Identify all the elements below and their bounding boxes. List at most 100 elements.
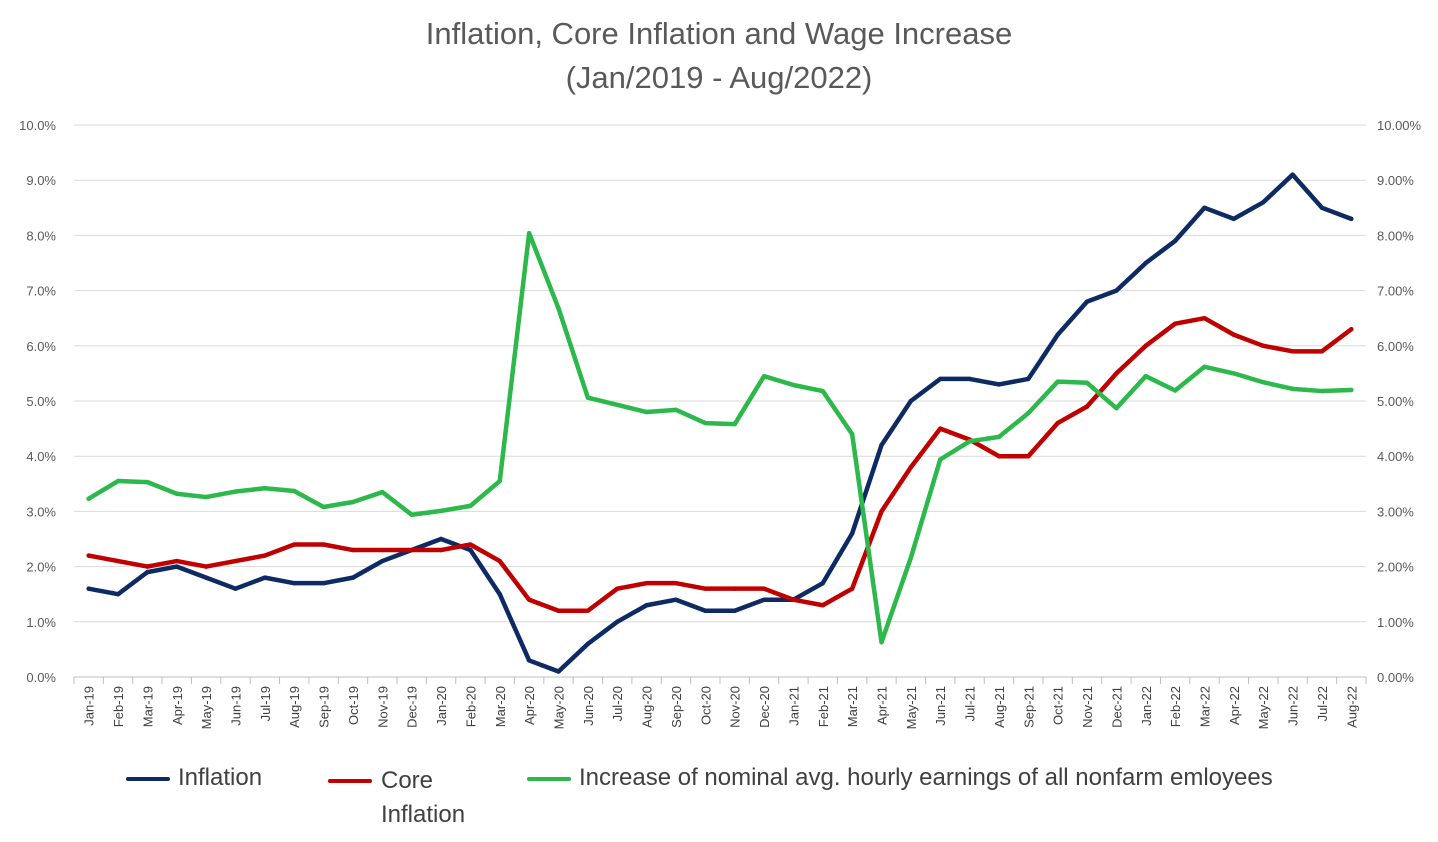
chart-subtitle: (Jan/2019 - Aug/2022)	[565, 60, 873, 95]
data-point	[145, 479, 150, 485]
data-point	[1349, 387, 1354, 393]
data-point	[350, 547, 356, 553]
y-tick-right: 2.00%	[1377, 560, 1414, 575]
y-tick-left: 7.0%	[26, 284, 56, 299]
data-point	[1319, 388, 1325, 394]
x-tick-label: Sep-20	[669, 686, 684, 728]
x-tick-label: Jul-21	[963, 686, 978, 721]
data-point	[174, 491, 179, 496]
legend-label-wage-increase: Increase of nominal avg. hourly earnings…	[579, 764, 1273, 791]
y-tick-left: 9.0%	[26, 173, 56, 188]
data-point	[292, 488, 297, 494]
x-tick-label: Aug-20	[640, 686, 655, 728]
x-tick-label: Aug-22	[1344, 686, 1359, 728]
data-point	[262, 553, 268, 558]
series-line-1	[86, 315, 1354, 614]
data-point	[526, 658, 532, 663]
data-point	[703, 586, 708, 591]
data-point	[1231, 371, 1237, 376]
data-point	[791, 382, 796, 388]
data-point	[409, 547, 414, 553]
data-point	[644, 580, 649, 586]
x-tick-label: Jun-21	[933, 686, 948, 726]
legend-swatch-inflation	[126, 776, 170, 781]
x-tick-label: Dec-19	[405, 686, 420, 728]
x-tick-label: Jan-19	[82, 686, 97, 726]
x-tick-label: Oct-20	[698, 686, 713, 725]
data-point	[761, 373, 767, 379]
data-point	[732, 586, 737, 591]
x-tick-label: Dec-20	[757, 686, 772, 728]
x-tick-label: Oct-21	[1051, 686, 1066, 725]
data-point	[1026, 410, 1031, 416]
data-point	[321, 504, 326, 510]
data-point	[380, 558, 385, 564]
data-point	[292, 580, 297, 586]
data-point	[203, 494, 209, 500]
data-point	[1084, 404, 1090, 409]
data-point	[1319, 205, 1325, 210]
data-point	[791, 597, 796, 602]
y-tick-right: 8.00%	[1377, 228, 1414, 243]
legend-swatch-core-inflation	[328, 779, 372, 783]
y-tick-left: 8.0%	[26, 228, 56, 243]
data-point	[1114, 288, 1119, 293]
data-point	[585, 395, 591, 400]
y-tick-left: 5.0%	[26, 394, 56, 409]
data-point	[115, 558, 121, 564]
data-point	[1202, 364, 1207, 369]
data-point	[879, 509, 884, 514]
x-tick-label: May-22	[1256, 686, 1271, 729]
data-point	[86, 553, 91, 558]
data-point	[673, 580, 679, 586]
x-tick-label: May-19	[199, 686, 214, 729]
y-tick-right: 10.00%	[1377, 118, 1422, 133]
data-point	[174, 558, 179, 564]
data-point	[673, 597, 679, 602]
data-point	[380, 489, 385, 495]
x-tick-label: Apr-21	[875, 686, 890, 725]
data-point	[1290, 172, 1295, 177]
data-point	[849, 586, 855, 591]
data-point	[967, 376, 972, 382]
x-tick-label: Nov-20	[728, 686, 743, 728]
data-point	[1055, 420, 1060, 426]
data-point	[1172, 388, 1178, 393]
data-point	[1114, 405, 1119, 411]
y-tick-left: 10.0%	[19, 118, 56, 133]
x-tick-label: Jun-22	[1286, 686, 1301, 726]
data-point	[174, 564, 179, 569]
data-point	[1231, 332, 1237, 337]
data-point	[879, 640, 884, 645]
data-point	[938, 426, 943, 431]
x-tick-label: Mar-20	[493, 686, 508, 727]
data-point	[849, 531, 855, 536]
data-point	[1349, 327, 1354, 332]
y-tick-left: 0.0%	[26, 670, 56, 685]
data-point	[1261, 380, 1266, 385]
data-point	[908, 555, 914, 560]
data-point	[673, 407, 679, 413]
data-point	[233, 586, 238, 591]
data-point	[350, 575, 356, 580]
data-point	[409, 512, 414, 517]
x-tick-label: Nov-19	[375, 686, 390, 728]
data-point	[1290, 349, 1295, 354]
data-point	[1143, 373, 1148, 379]
y-tick-right: 9.00%	[1377, 173, 1414, 188]
data-point	[967, 439, 972, 444]
y-tick-right: 0.00%	[1377, 670, 1414, 685]
data-point	[350, 499, 356, 505]
data-point	[938, 376, 943, 382]
data-point	[820, 388, 825, 394]
x-tick-label: May-20	[552, 686, 567, 729]
data-point	[1026, 454, 1031, 459]
data-point	[292, 542, 297, 547]
legend-item-core-inflation: Core Inflation	[328, 764, 498, 832]
data-point	[1114, 371, 1119, 376]
data-point	[115, 478, 121, 484]
y-tick-left: 1.0%	[26, 615, 56, 630]
data-point	[1055, 379, 1060, 384]
y-tick-left: 6.0%	[26, 339, 56, 354]
